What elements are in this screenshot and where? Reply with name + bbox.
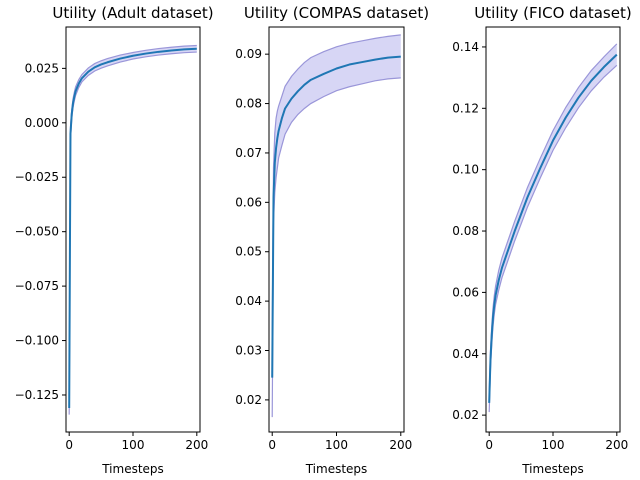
upper-bound-line [488, 43, 618, 394]
y-tick-label: 0.000 [25, 116, 59, 130]
y-tick-label: −0.100 [15, 334, 59, 348]
confidence-band [489, 43, 617, 413]
y-tick-label: 0.04 [235, 294, 262, 308]
y-tick-label: 0.08 [452, 224, 479, 238]
chart-title: Utility (FICO dataset) [474, 4, 631, 22]
x-axis-label: Timesteps [521, 462, 584, 476]
y-tick-label: 0.04 [452, 347, 479, 361]
y-tick-label: 0.02 [235, 393, 262, 407]
y-tick-label: 0.12 [452, 101, 479, 115]
x-axis-label: Timesteps [305, 462, 368, 476]
y-tick-label: 0.02 [452, 408, 479, 422]
x-tick-label: 100 [325, 438, 348, 452]
x-tick-label: 100 [122, 438, 145, 452]
y-tick-label: 0.05 [235, 245, 262, 259]
x-tick-label: 0 [485, 438, 493, 452]
x-tick-label: 200 [185, 438, 208, 452]
chart-panel-2: Utility (COMPAS dataset) Timesteps 0 100 200… [235, 4, 429, 476]
x-tick-label: 0 [65, 438, 73, 452]
chart-panel-3: Utility (FICO dataset) Timesteps 0 100 200 0.… [452, 4, 631, 476]
x-tick-label: 100 [542, 438, 565, 452]
confidence-band [69, 45, 197, 415]
y-tick-label: −0.050 [15, 225, 59, 239]
chart-title: Utility (Adult dataset) [52, 4, 213, 22]
y-tick-label: 0.03 [235, 344, 262, 358]
mean-utility-line [488, 53, 618, 403]
chart-panel-1: Utility (Adult dataset) Timesteps 0 100 200 −… [15, 4, 214, 476]
y-tick-label: 0.14 [452, 40, 479, 54]
upper-bound-line [271, 34, 401, 336]
upper-bound-line [68, 44, 197, 402]
y-tick-label: −0.125 [15, 388, 59, 402]
y-tick-label: 0.10 [452, 163, 479, 177]
y-tick-label: 0.06 [235, 195, 262, 209]
x-tick-label: 0 [268, 438, 276, 452]
lower-bound-line [271, 77, 401, 418]
mean-utility-line [68, 47, 197, 409]
chart-title: Utility (COMPAS dataset) [244, 4, 429, 22]
lower-bound-line [68, 51, 197, 415]
y-tick-label: 0.09 [235, 47, 262, 61]
x-axis-label: Timesteps [101, 462, 164, 476]
y-tick-label: −0.075 [15, 279, 59, 293]
x-tick-label: 200 [605, 438, 628, 452]
y-tick-label: 0.025 [25, 61, 59, 75]
y-tick-label: −0.025 [15, 170, 59, 184]
confidence-band [272, 34, 401, 418]
y-tick-label: 0.07 [235, 146, 262, 160]
y-tick-label: 0.06 [452, 285, 479, 299]
y-tick-label: 0.08 [235, 97, 262, 111]
mean-utility-line [271, 55, 401, 378]
x-tick-label: 200 [389, 438, 412, 452]
plot-frame [485, 26, 621, 433]
plot-frame [65, 26, 201, 433]
